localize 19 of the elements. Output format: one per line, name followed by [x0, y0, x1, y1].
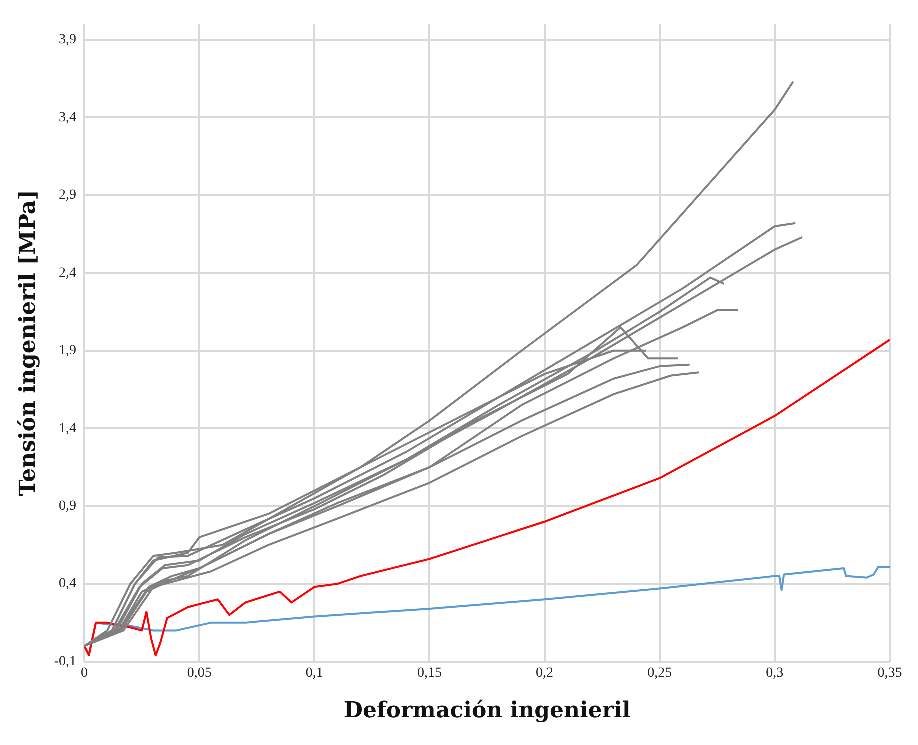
y-tick-label: -0,1 [54, 654, 77, 670]
x-tick-label: 0,1 [306, 666, 324, 681]
x-tick-label: 0 [81, 666, 88, 681]
y-tick-label: 1,4 [59, 421, 77, 436]
x-tick-label: 0,15 [418, 666, 442, 681]
y-tick-label: 0,4 [59, 576, 77, 592]
x-tick-label: 0,05 [187, 666, 212, 681]
x-axis-title: Deformación ingenieril [344, 698, 631, 724]
x-tick-label: 0,25 [648, 666, 672, 681]
y-tick-label: 0,9 [59, 499, 77, 514]
x-tick-label: 0,3 [766, 666, 784, 681]
y-tick-label: 2,4 [59, 266, 77, 281]
y-tick-label: 1,9 [59, 344, 77, 359]
y-tick-label: 2,9 [59, 188, 77, 204]
y-tick-label: 3,9 [59, 32, 77, 48]
y-tick-label: 3,4 [59, 110, 77, 126]
x-tick-label: 0,35 [878, 666, 902, 681]
y-axis-title: Tensión ingenieril [MPa] [14, 190, 41, 496]
x-tick-label: 0,2 [536, 666, 554, 681]
